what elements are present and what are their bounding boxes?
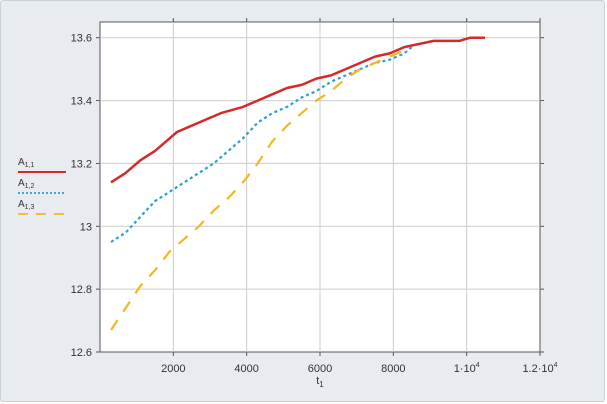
series-line-2 (110, 46, 413, 243)
legend-label-3: A1,3 (18, 199, 35, 211)
x-tick-label: 1.2·104 (522, 362, 557, 375)
legend-label-1: A1,1 (18, 157, 35, 169)
series-line-3 (110, 49, 405, 331)
x-tick-label: 6000 (308, 363, 332, 375)
y-tick-label: 12.8 (71, 284, 92, 296)
x-tick-label: 4000 (234, 363, 258, 375)
y-tick-label: 13 (80, 221, 92, 233)
x-tick-label: 8000 (381, 363, 405, 375)
axis-ticks: 12.6 12.8 13 13.2 13.4 13.6 2000 4000 6000 8000 1·… (71, 18, 558, 375)
x-axis-label: t1 (316, 375, 324, 389)
x-tick-label: 1·104 (454, 362, 480, 375)
series-line-1 (110, 36, 485, 184)
legend: A1,1 A1,2 A1,3 (18, 157, 66, 215)
y-tick-label: 13.4 (71, 96, 92, 108)
legend-label-2: A1,2 (18, 178, 35, 190)
y-tick-label: 12.6 (71, 347, 92, 359)
x-tick-label: 2000 (161, 363, 185, 375)
y-tick-label: 13.6 (71, 33, 92, 45)
series-layer (110, 36, 485, 331)
y-tick-label: 13.2 (71, 158, 92, 170)
